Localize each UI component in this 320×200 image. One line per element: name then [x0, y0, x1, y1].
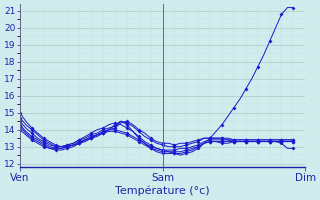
X-axis label: Température (°c): Température (°c): [115, 185, 210, 196]
